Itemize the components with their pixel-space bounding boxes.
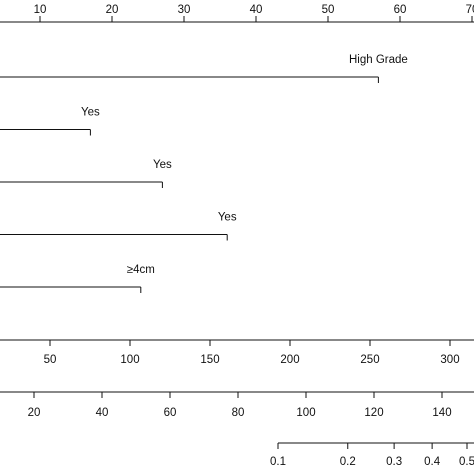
tick-label: 50 [44,354,57,366]
tick-label: 100 [296,407,315,419]
level-label: High Grade [349,54,408,66]
tick-label: 40 [96,407,109,419]
tick-label: 120 [364,407,383,419]
tick-label: 60 [164,407,177,419]
tick-label: 60 [394,4,407,16]
tick-label: 20 [106,4,119,16]
tick-label: 0.4 [424,456,441,468]
tick-label: 200 [280,354,299,366]
tick-label: 100 [120,354,139,366]
level-label: Yes [218,212,237,224]
tick-label: 70 [466,4,474,16]
tick-label: 50 [322,4,335,16]
tick-label: 0.2 [340,456,356,468]
tick-label: 0.5 [459,456,474,468]
level-label: Yes [81,107,100,119]
tick-label: 0.3 [386,456,402,468]
tick-label: 10 [34,4,47,16]
tick-label: 80 [232,407,245,419]
tick-label: 20 [28,407,41,419]
level-label: Yes [153,159,172,171]
tick-label: 150 [200,354,219,366]
tick-label: 40 [250,4,263,16]
tick-label: 30 [178,4,191,16]
tick-label: 140 [432,407,451,419]
level-label: ≥4cm [127,264,155,276]
tick-label: 300 [440,354,459,366]
tick-label: 250 [360,354,379,366]
tick-label: 0.1 [270,456,286,468]
